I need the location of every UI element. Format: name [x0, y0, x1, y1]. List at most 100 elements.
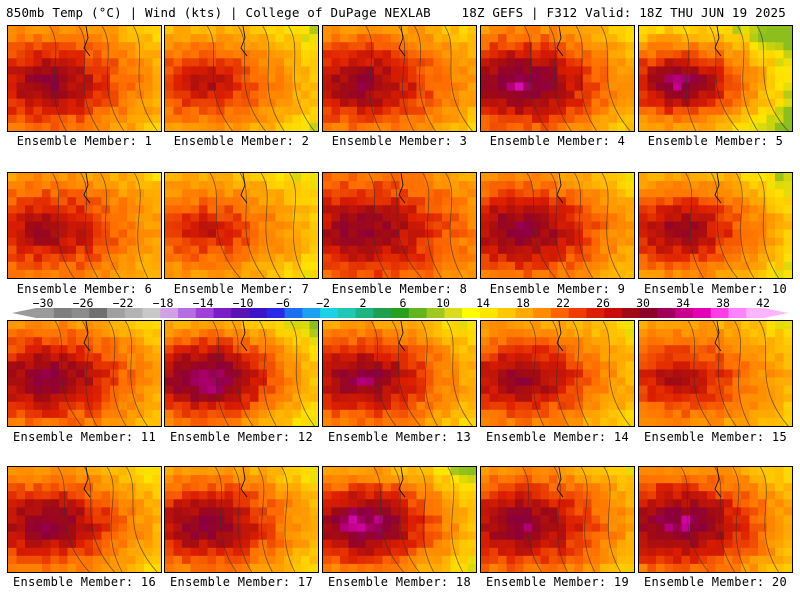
colorbar-swatch — [266, 308, 286, 318]
colorbar-swatch — [89, 308, 108, 318]
colorbar-swatch — [53, 308, 73, 318]
ensemble-member-map — [7, 172, 162, 279]
ensemble-member-label: Ensemble Member: 19 — [486, 575, 629, 589]
ensemble-member-map — [164, 25, 319, 132]
ensemble-member-map — [480, 25, 635, 132]
temperature-colorbar: −30 −26 −22 −18 −14 −10 −6 −2 2 6 10 14 18 22 26 30 34 38… — [0, 296, 800, 322]
temperature-field — [481, 173, 634, 278]
ensemble-member-label: Ensemble Member: 3 — [331, 134, 468, 148]
colorbar-swatch — [124, 308, 144, 318]
temperature-field — [8, 26, 161, 131]
colorbar-swatch — [728, 308, 747, 318]
colorbar-low-arrow — [12, 308, 36, 318]
ensemble-member-map — [480, 320, 635, 427]
ensemble-member-label: Ensemble Member: 18 — [328, 575, 471, 589]
colorbar-swatch — [71, 308, 90, 318]
colorbar-swatch — [178, 308, 197, 318]
temperature-field — [165, 321, 318, 426]
colorbar-tick-label: 6 — [399, 296, 407, 310]
ensemble-member-label: Ensemble Member: 14 — [486, 430, 629, 444]
ensemble-member-label: Ensemble Member: 10 — [644, 282, 787, 296]
colorbar-tick-label: 30 — [636, 296, 650, 310]
colorbar-tick-label: 14 — [476, 296, 490, 310]
colorbar-swatch — [36, 308, 55, 318]
colorbar-tick-label: 38 — [716, 296, 730, 310]
ensemble-member-label: Ensemble Member: 1 — [16, 134, 153, 148]
ensemble-member-label: Ensemble Member: 13 — [328, 430, 471, 444]
colorbar-swatch — [675, 308, 694, 318]
temperature-field — [165, 467, 318, 572]
ensemble-member-map — [322, 320, 477, 427]
temperature-field — [639, 467, 792, 572]
colorbar-swatch — [426, 308, 445, 318]
colorbar-tick-label: −6 — [276, 296, 290, 310]
ensemble-member-map — [480, 466, 635, 573]
colorbar-swatch — [373, 308, 392, 318]
colorbar-swatch — [444, 308, 463, 318]
ensemble-member-label: Ensemble Member: 9 — [489, 282, 626, 296]
colorbar-tick-label: −26 — [72, 296, 94, 310]
ensemble-member-label: Ensemble Member: 11 — [13, 430, 156, 444]
ensemble-member-map — [322, 25, 477, 132]
temperature-field — [481, 321, 634, 426]
ensemble-member-map — [638, 172, 793, 279]
temperature-field — [481, 26, 634, 131]
ensemble-member-map — [322, 466, 477, 573]
colorbar-swatch — [302, 308, 321, 318]
colorbar-swatch — [408, 308, 428, 318]
colorbar-swatch — [479, 308, 499, 318]
colorbar-tick-label: −18 — [152, 296, 174, 310]
colorbar-swatch — [355, 308, 374, 318]
temperature-field — [8, 467, 161, 572]
colorbar-swatch — [533, 308, 552, 318]
colorbar-swatch — [142, 308, 161, 318]
colorbar-swatch — [231, 308, 250, 318]
ensemble-member-map — [164, 320, 319, 427]
ensemble-member-map — [7, 466, 162, 573]
colorbar-tick-label: 10 — [436, 296, 450, 310]
colorbar-swatch — [195, 308, 215, 318]
colorbar-swatch — [692, 308, 712, 318]
colorbar-swatch — [497, 308, 516, 318]
colorbar-tick-label: 42 — [756, 296, 770, 310]
colorbar-strip — [12, 308, 788, 318]
colorbar-swatch — [213, 308, 232, 318]
colorbar-tick-label: 34 — [676, 296, 690, 310]
temperature-field — [481, 467, 634, 572]
colorbar-tick-label: −14 — [192, 296, 214, 310]
colorbar-swatch — [515, 308, 534, 318]
valid-time: 18Z GEFS | F312 Valid: 18Z THU JUN 19 20… — [461, 5, 786, 20]
colorbar-swatch — [337, 308, 357, 318]
colorbar-tick-label: −30 — [32, 296, 54, 310]
ensemble-member-map — [164, 466, 319, 573]
colorbar-swatch — [107, 308, 126, 318]
colorbar-high-arrow — [764, 308, 788, 318]
temperature-field — [165, 173, 318, 278]
temperature-field — [8, 321, 161, 426]
colorbar-tick-label: 2 — [359, 296, 367, 310]
colorbar-swatch — [284, 308, 303, 318]
ensemble-member-label: Ensemble Member: 4 — [489, 134, 626, 148]
ensemble-member-label: Ensemble Member: 17 — [170, 575, 313, 589]
colorbar-tick-label: 26 — [596, 296, 610, 310]
temperature-field — [165, 26, 318, 131]
ensemble-member-map — [638, 25, 793, 132]
colorbar-swatch — [621, 308, 641, 318]
colorbar-swatch — [657, 308, 676, 318]
ensemble-member-label: Ensemble Member: 16 — [13, 575, 156, 589]
colorbar-swatch — [160, 308, 179, 318]
colorbar-swatch — [550, 308, 570, 318]
temperature-field — [8, 173, 161, 278]
ensemble-member-label: Ensemble Member: 5 — [647, 134, 784, 148]
ensemble-member-label: Ensemble Member: 2 — [173, 134, 310, 148]
ensemble-member-map — [638, 320, 793, 427]
ensemble-member-map — [480, 172, 635, 279]
colorbar-swatch — [568, 308, 587, 318]
colorbar-swatch — [710, 308, 729, 318]
temperature-field — [639, 321, 792, 426]
temperature-field — [323, 26, 476, 131]
product-title: 850mb Temp (°C) | Wind (kts) | College o… — [6, 5, 431, 20]
colorbar-tick-label: −10 — [232, 296, 254, 310]
colorbar-swatch — [249, 308, 268, 318]
colorbar-swatch — [639, 308, 658, 318]
